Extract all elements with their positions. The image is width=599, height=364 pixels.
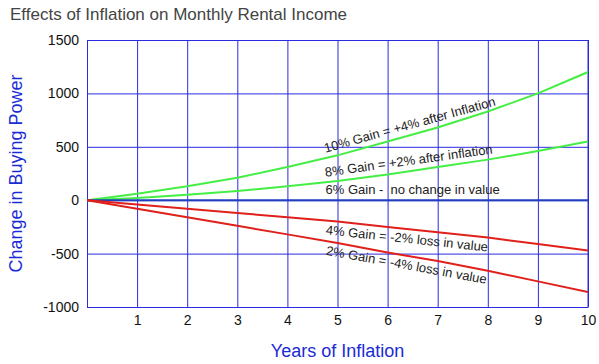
y-tick: -500: [51, 246, 588, 262]
y-tick-label: 0: [71, 192, 79, 208]
x-axis-title: Years of Inflation: [271, 341, 404, 361]
y-tick-label: 1500: [48, 32, 79, 48]
y-grid-line: [87, 93, 588, 94]
x-tick-label: 1: [134, 312, 142, 328]
x-grid-line: [588, 40, 589, 307]
series-line: [87, 199, 588, 201]
y-tick: 1500: [48, 32, 588, 48]
x-axis-line: [88, 307, 589, 308]
x-tick-label: 10: [581, 312, 597, 328]
x-tick-label: 2: [184, 312, 192, 328]
chart-title: Effects of Inflation on Monthly Rental I…: [10, 5, 347, 24]
y-tick-label: 1000: [48, 85, 79, 101]
x-grid-line: [488, 40, 489, 307]
y-tick: 1000: [48, 85, 588, 101]
x-tick: 4: [284, 40, 292, 328]
x-tick: 10: [581, 40, 597, 328]
x-tick-label: 5: [334, 312, 342, 328]
x-tick: 1: [134, 40, 142, 328]
y-grid-line: [87, 307, 588, 308]
x-grid-line: [538, 40, 539, 307]
y-grid-line: [87, 200, 588, 201]
plot-area: [87, 72, 588, 292]
x-grid-line: [287, 40, 288, 307]
series-label: 8% Gain = +2% after inflation: [324, 142, 494, 180]
x-tick: 9: [535, 40, 543, 328]
plot-frame: [588, 40, 589, 307]
y-grid-line: [87, 40, 588, 41]
x-grid-line: [237, 40, 238, 307]
y-axis: -1000 -500 0 500 1000 1500: [43, 32, 588, 315]
x-grid-line: [137, 40, 138, 307]
x-tick-label: 3: [234, 312, 242, 328]
y-axis-line: [87, 41, 88, 308]
series-label: 6% Gain - no change in value: [326, 182, 500, 197]
series-label: 2% Gain = -4% loss in value: [325, 243, 488, 287]
x-tick: 2: [184, 40, 192, 328]
series-line: [87, 72, 588, 200]
x-grid-line: [187, 40, 188, 307]
chart: Effects of Inflation on Monthly Rental I…: [0, 0, 599, 364]
x-tick-label: 7: [434, 312, 442, 328]
y-tick-label: -500: [51, 246, 79, 262]
y-tick: -1000: [43, 299, 588, 315]
x-tick: 3: [234, 40, 242, 328]
x-tick-label: 4: [284, 312, 292, 328]
y-tick-label: 500: [56, 139, 80, 155]
y-tick-label: -1000: [43, 299, 79, 315]
x-tick-label: 6: [384, 312, 392, 328]
x-axis: 1 2 3 4 5 6 7 8 9 10: [88, 40, 597, 328]
x-tick-label: 8: [484, 312, 492, 328]
y-axis-title: Change in Buying Power: [6, 74, 26, 272]
x-tick-label: 9: [535, 312, 543, 328]
series-line: [87, 200, 588, 292]
